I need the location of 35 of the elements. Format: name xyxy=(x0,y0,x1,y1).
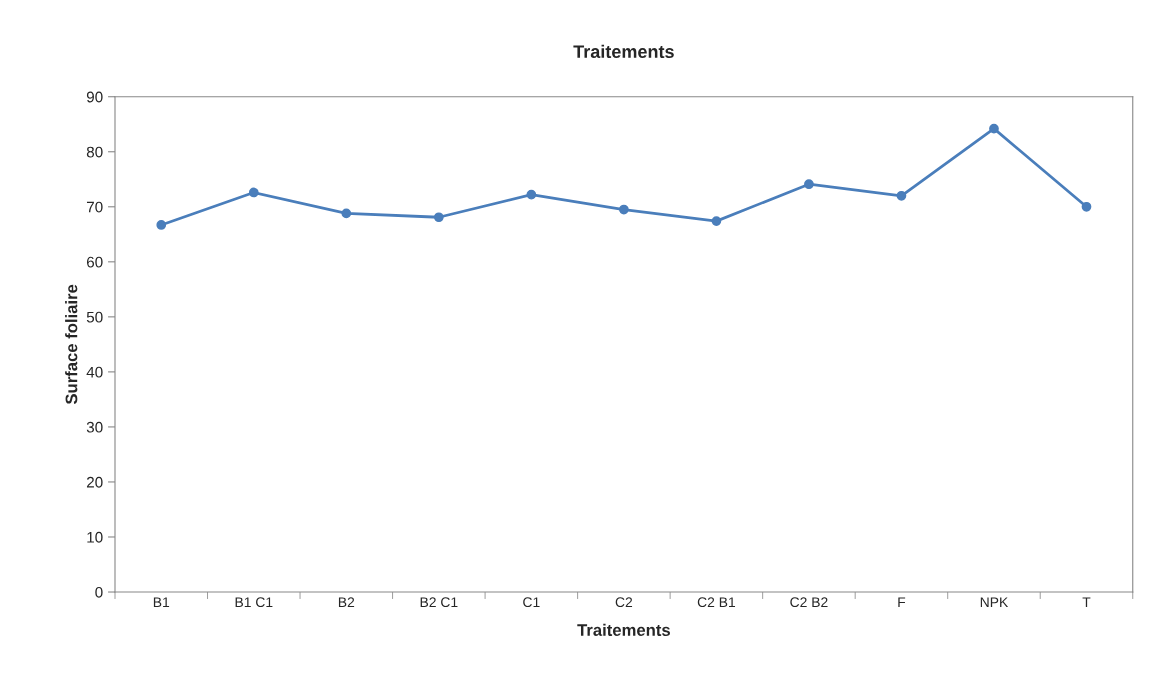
x-tick-label: B1 xyxy=(153,597,170,607)
point xyxy=(156,220,167,230)
chart-title: Traitements xyxy=(573,44,674,59)
y-tick-label: 70 xyxy=(86,201,103,213)
point xyxy=(1081,201,1092,212)
y-tick-label: 50 xyxy=(86,311,103,323)
x-tick-label: C2 B2 xyxy=(790,597,828,608)
y-tick-label: 30 xyxy=(86,421,103,433)
y-tick-label: 40 xyxy=(86,366,103,378)
y-tick-label: 80 xyxy=(86,146,103,158)
point xyxy=(896,190,907,201)
x-tick-label: C2 B1 xyxy=(697,597,736,608)
x-tick-label: B1 C1 xyxy=(235,597,273,608)
y-tick-label: 10 xyxy=(87,531,103,543)
x-tick-label: B2 C1 xyxy=(420,597,458,608)
x-axis-title: Traitements xyxy=(577,623,670,636)
x-tick-label: B2 xyxy=(338,597,355,607)
y-tick-label: 20 xyxy=(86,476,103,488)
x-tick-label: F xyxy=(898,597,906,607)
point xyxy=(341,208,352,219)
x-tick-label: NPK xyxy=(980,597,1009,607)
point xyxy=(619,204,629,215)
y-tick-label: 0 xyxy=(95,586,103,598)
point xyxy=(526,189,537,200)
y-axis-title: Surface foliaire xyxy=(65,284,78,405)
point xyxy=(711,216,722,226)
x-tick-label: T xyxy=(1082,597,1091,607)
point xyxy=(804,179,814,190)
point xyxy=(989,123,999,134)
point xyxy=(248,187,259,198)
x-tick-label: C1 xyxy=(523,597,540,608)
point xyxy=(433,212,444,223)
x-tick-label: C2 xyxy=(615,597,633,608)
y-tick-label: 60 xyxy=(86,256,103,268)
y-tick-label: 90 xyxy=(86,91,103,103)
